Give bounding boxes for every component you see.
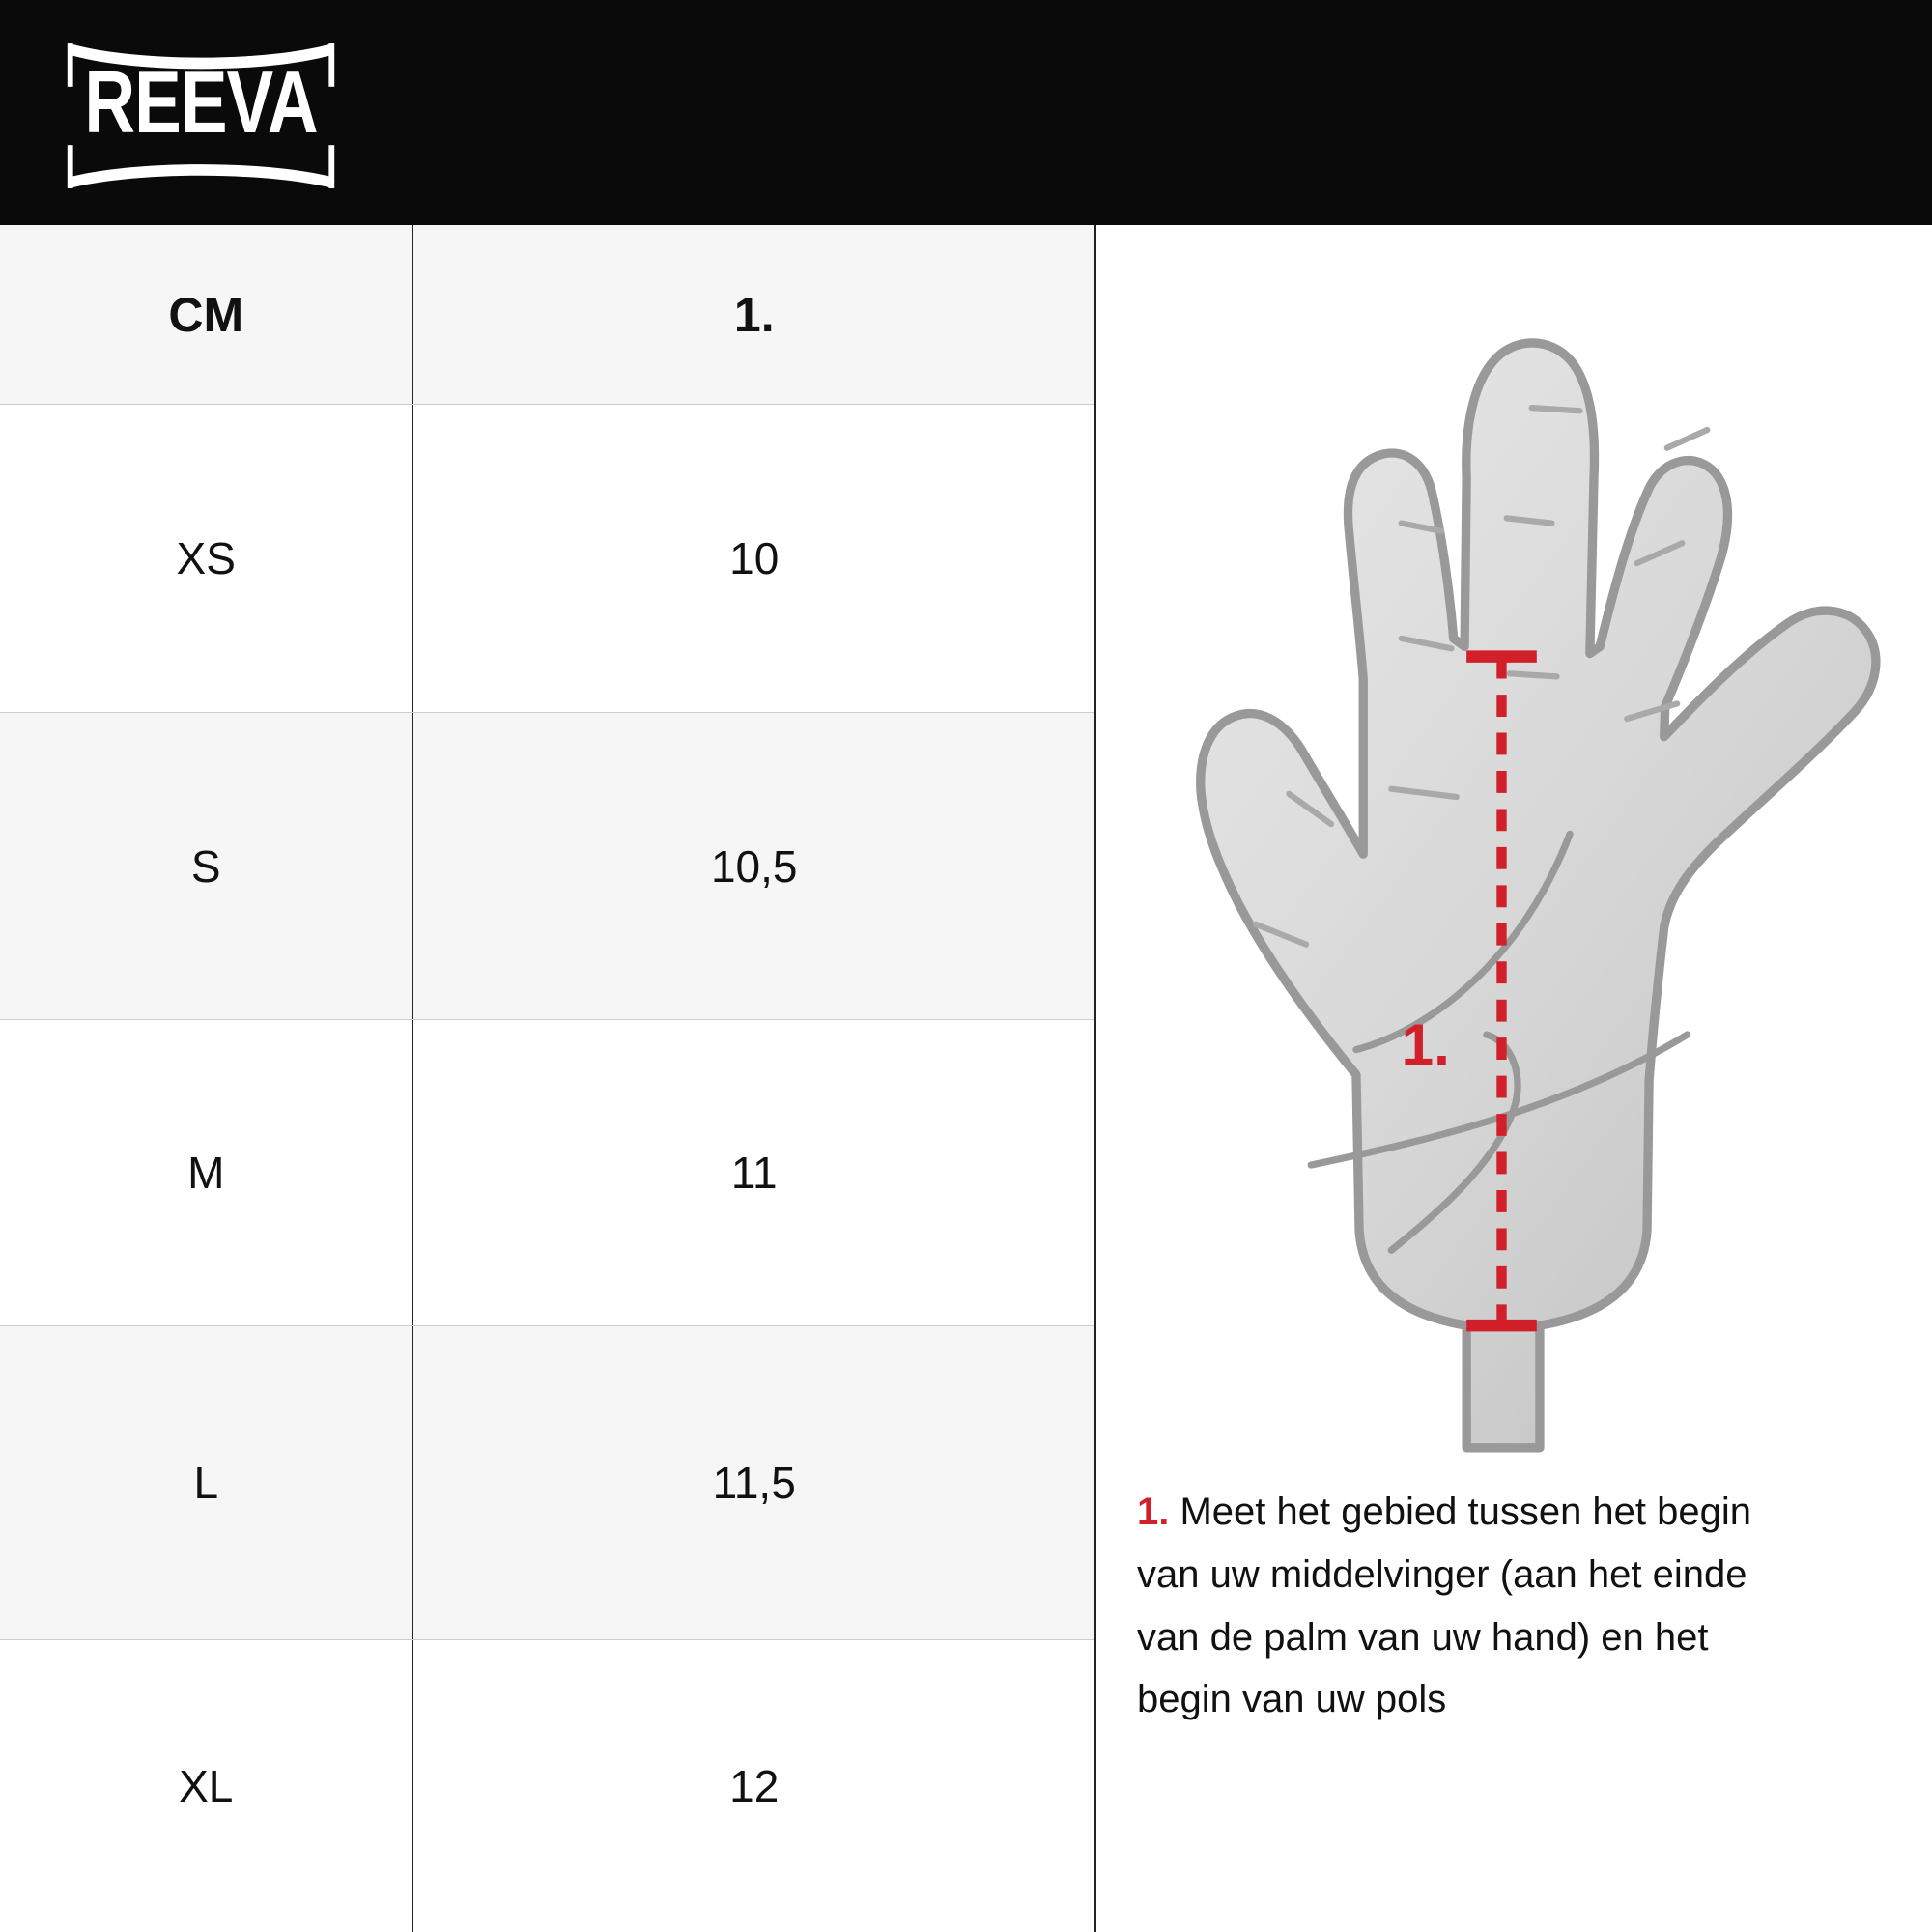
svg-text:REEVA: REEVA — [84, 52, 317, 152]
svg-text:1.: 1. — [1402, 1011, 1450, 1077]
